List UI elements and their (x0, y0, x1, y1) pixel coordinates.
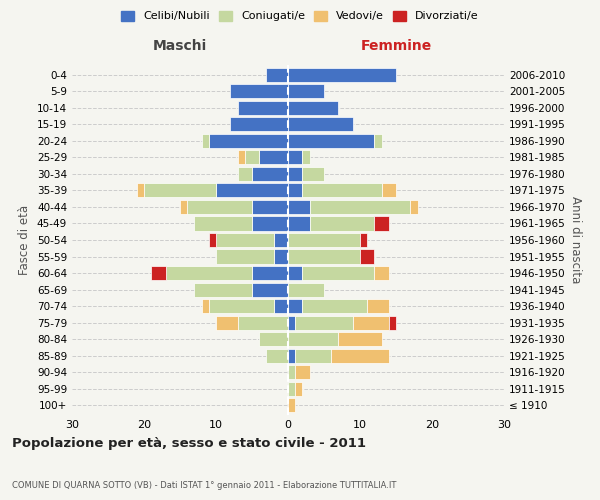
Bar (187, 200, 252, 214)
Bar (288, 316, 295, 330)
Bar (310, 200, 410, 214)
Bar (274, 233, 288, 247)
Bar (137, 184, 144, 198)
Bar (245, 150, 259, 164)
Bar (252, 266, 288, 280)
Bar (238, 167, 252, 181)
Bar (216, 316, 238, 330)
Bar (338, 332, 382, 346)
Bar (382, 184, 396, 198)
Bar (259, 332, 288, 346)
Legend: Celibi/Nubili, Coniugati/e, Vedovi/e, Divorziati/e: Celibi/Nubili, Coniugati/e, Vedovi/e, Di… (121, 10, 479, 22)
Bar (288, 167, 302, 181)
Bar (209, 299, 274, 313)
Bar (288, 233, 360, 247)
Bar (202, 134, 209, 148)
Bar (252, 216, 288, 230)
Bar (302, 167, 324, 181)
Bar (288, 266, 302, 280)
Bar (288, 118, 353, 132)
Bar (288, 68, 396, 82)
Bar (238, 150, 245, 164)
Text: Femmine: Femmine (361, 40, 431, 54)
Bar (288, 134, 374, 148)
Bar (238, 316, 288, 330)
Bar (302, 184, 382, 198)
Bar (374, 266, 389, 280)
Bar (259, 150, 288, 164)
Bar (230, 84, 288, 98)
Bar (302, 266, 374, 280)
Bar (288, 282, 324, 296)
Bar (288, 382, 295, 396)
Bar (360, 250, 374, 264)
Bar (209, 233, 216, 247)
Bar (310, 216, 374, 230)
Text: Popolazione per età, sesso e stato civile - 2011: Popolazione per età, sesso e stato civil… (12, 437, 366, 450)
Bar (288, 184, 302, 198)
Bar (288, 365, 295, 379)
Y-axis label: Anni di nascita: Anni di nascita (569, 196, 582, 284)
Bar (288, 332, 338, 346)
Text: Maschi: Maschi (153, 40, 207, 54)
Bar (288, 250, 360, 264)
Bar (288, 84, 324, 98)
Bar (295, 316, 353, 330)
Bar (288, 101, 338, 115)
Y-axis label: Fasce di età: Fasce di età (19, 205, 31, 275)
Bar (252, 282, 288, 296)
Bar (353, 316, 389, 330)
Bar (202, 299, 209, 313)
Bar (288, 216, 310, 230)
Bar (374, 216, 389, 230)
Bar (216, 184, 288, 198)
Bar (266, 68, 288, 82)
Bar (288, 200, 310, 214)
Bar (274, 299, 288, 313)
Bar (288, 398, 295, 412)
Bar (295, 348, 331, 362)
Bar (151, 266, 166, 280)
Bar (288, 348, 295, 362)
Bar (288, 299, 302, 313)
Bar (252, 200, 288, 214)
Bar (374, 134, 382, 148)
Bar (194, 282, 252, 296)
Bar (295, 382, 302, 396)
Bar (302, 299, 367, 313)
Bar (389, 316, 396, 330)
Bar (295, 365, 310, 379)
Bar (360, 233, 367, 247)
Bar (302, 150, 310, 164)
Bar (410, 200, 418, 214)
Bar (216, 250, 274, 264)
Bar (166, 266, 252, 280)
Bar (288, 150, 302, 164)
Bar (209, 134, 288, 148)
Bar (180, 200, 187, 214)
Bar (252, 167, 288, 181)
Bar (194, 216, 252, 230)
Bar (266, 348, 288, 362)
Bar (274, 250, 288, 264)
Bar (367, 299, 389, 313)
Bar (230, 118, 288, 132)
Bar (216, 233, 274, 247)
Bar (331, 348, 389, 362)
Bar (144, 184, 216, 198)
Bar (238, 101, 288, 115)
Text: COMUNE DI QUARNA SOTTO (VB) - Dati ISTAT 1° gennaio 2011 - Elaborazione TUTTITAL: COMUNE DI QUARNA SOTTO (VB) - Dati ISTAT… (12, 481, 397, 490)
